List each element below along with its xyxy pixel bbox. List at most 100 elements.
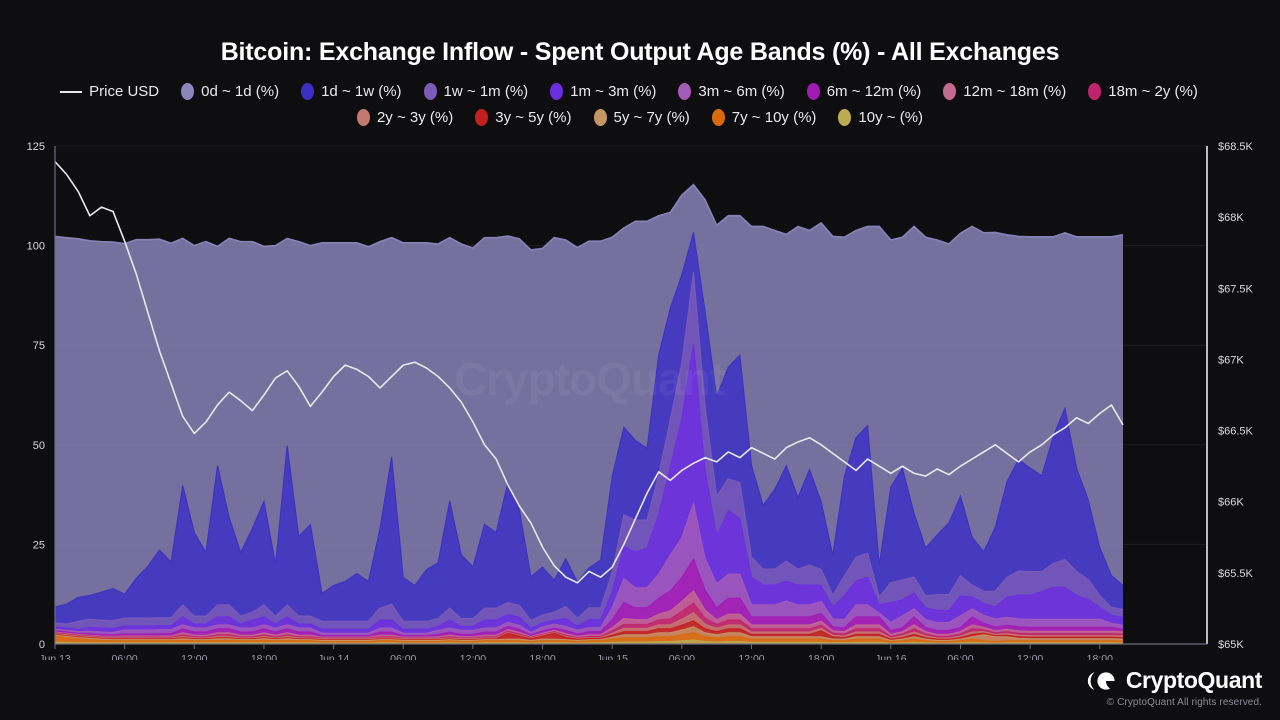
x-axis-tick-label: 12:00 <box>1017 653 1043 660</box>
legend-color-swatch <box>550 83 564 100</box>
x-axis-tick-label: 06:00 <box>112 653 138 660</box>
x-axis-tick-label: Jun 14 <box>318 653 350 660</box>
legend-item-label: 12m ~ 18m (%) <box>963 83 1067 100</box>
legend-item-3m-6m[interactable]: 3m ~ 6m (%) <box>678 80 785 103</box>
legend-item-10y[interactable]: 10y ~ (%) <box>838 106 923 129</box>
legend-item-label: 3y ~ 5y (%) <box>495 109 572 126</box>
legend-item-label: 0d ~ 1d (%) <box>201 83 280 100</box>
area-top-line <box>54 602 1124 639</box>
legend-item-label: 1m ~ 3m (%) <box>570 83 657 100</box>
y-axis-left-tick-label: 75 <box>33 340 45 352</box>
stacked-area-chart[interactable]: CryptoQuant 0 25 50 75 100 125 $65K $65.5K $66K $6… <box>0 140 1280 660</box>
x-axis-tick-label: 18:00 <box>529 653 555 660</box>
area-1d-1w- <box>55 232 1123 644</box>
watermark-text: CryptoQuant <box>454 353 725 405</box>
x-axis-tick-label: 12:00 <box>738 653 764 660</box>
y-axis-right-tick-label: $67K <box>1218 354 1244 366</box>
area-series-group <box>54 183 1124 644</box>
chart-plot-area: CryptoQuant 0 25 50 75 100 125 $65K $65.5K $66K $6… <box>0 140 1280 660</box>
y-axis-left-tick-label: 125 <box>27 141 45 153</box>
y-axis-right-tick-label: $65K <box>1218 639 1244 651</box>
legend-color-swatch <box>593 109 607 126</box>
area-top-line <box>54 557 1124 637</box>
area-top-line <box>54 590 1124 638</box>
copyright-text: © CryptoQuant All rights reserved. <box>1106 697 1262 708</box>
x-axis-tick-label: 06:00 <box>947 653 973 660</box>
area-top-line <box>54 620 1124 641</box>
x-axis-tick-label: 18:00 <box>1087 653 1113 660</box>
chart-legend: Price USD 0d ~ 1d (%) 1d ~ 1w (%) 1w ~ 1m (… <box>0 80 1280 129</box>
y-axis-right-tick-label: $68.5K <box>1218 141 1254 153</box>
legend-item-0d-1d[interactable]: 0d ~ 1d (%) <box>181 80 279 103</box>
cryptoquant-logo-icon <box>1087 671 1116 690</box>
y-axis-left-tick-label: 25 <box>33 539 45 551</box>
legend-color-swatch <box>1088 83 1102 100</box>
legend-item-price-usd[interactable]: Price USD <box>60 80 159 103</box>
legend-item-3y-5y[interactable]: 3y ~ 5y (%) <box>475 106 572 129</box>
y-axis-right-tick-label: $68K <box>1218 212 1244 224</box>
legend-item-label: 6m ~ 12m (%) <box>826 83 922 100</box>
legend-item-label: 1w ~ 1m (%) <box>443 83 529 100</box>
area-top-line <box>54 501 1124 634</box>
legend-item-label: 1d ~ 1w (%) <box>321 83 402 100</box>
legend-item-label: 7y ~ 10y (%) <box>731 109 817 126</box>
legend-color-swatch <box>678 83 692 100</box>
legend-item-7y-10y[interactable]: 7y ~ 10y (%) <box>711 106 817 129</box>
legend-item-2y-3y[interactable]: 2y ~ 3y (%) <box>356 106 454 129</box>
area-top-line <box>54 626 1124 641</box>
legend-item-1d-1w[interactable]: 1d ~ 1w (%) <box>301 80 402 103</box>
brand-name: CryptoQuant <box>1125 667 1263 693</box>
area-7y-10y- <box>55 632 1123 644</box>
legend-item-5y-7y[interactable]: 5y ~ 7y (%) <box>593 106 690 129</box>
legend-item-12m-18m[interactable]: 12m ~ 18m (%) <box>943 80 1066 103</box>
x-axis-tick-label: 06:00 <box>390 653 416 660</box>
x-axis-tick-label: 12:00 <box>460 653 486 660</box>
area-top-line <box>54 272 1124 625</box>
legend-color-swatch <box>806 83 820 100</box>
legend-color-swatch <box>475 109 489 126</box>
area-top-line <box>54 343 1124 630</box>
area-top-line <box>55 639 1124 644</box>
legend-item-6m-12m[interactable]: 6m ~ 12m (%) <box>806 80 922 103</box>
y-axis-right-tick-label: $67.5K <box>1218 283 1254 295</box>
x-axis-tick-label: 18:00 <box>251 653 277 660</box>
area-top-line <box>54 612 1124 640</box>
legend-color-swatch <box>181 83 195 100</box>
legend-item-label: 2y ~ 3y (%) <box>376 109 454 126</box>
area-1m-3m- <box>55 344 1123 644</box>
y-axis-left-tick-label: 0 <box>39 639 45 651</box>
x-axis-tick-label: Jun 16 <box>875 653 907 660</box>
footer-branding: CryptoQuant © CryptoQuant All rights res… <box>1087 667 1262 708</box>
area-6m-12m- <box>55 559 1123 644</box>
area-10y- <box>55 640 1123 644</box>
x-axis-tick-label: 18:00 <box>808 653 834 660</box>
legend-color-swatch <box>838 109 852 126</box>
area-top-line <box>54 183 1124 251</box>
legend-color-swatch <box>711 109 725 126</box>
legend-item-1w-1m[interactable]: 1w ~ 1m (%) <box>423 80 529 103</box>
x-axis-tick-label: 12:00 <box>181 653 207 660</box>
legend-color-swatch <box>356 109 370 126</box>
x-axis-tick-label: Jun 15 <box>596 653 628 660</box>
price-line-series <box>54 161 1124 584</box>
area-top-line <box>54 232 1124 608</box>
y-axis-left-tick-label: 100 <box>27 241 45 253</box>
area-top-line <box>54 632 1124 643</box>
y-axis-right-tick-label: $65.5K <box>1218 568 1254 580</box>
legend-item-label: 10y ~ (%) <box>858 109 924 126</box>
page-title: Bitcoin: Exchange Inflow - Spent Output … <box>220 38 1060 66</box>
y-axis-right-tick-label: $66K <box>1218 497 1244 509</box>
legend-line-marker <box>60 90 83 93</box>
legend-item-1m-3m[interactable]: 1m ~ 3m (%) <box>550 80 656 103</box>
legend-color-swatch <box>301 83 315 100</box>
legend-item-label: 18m ~ 2y (%) <box>1108 83 1198 100</box>
legend-item-18m-2y[interactable]: 18m ~ 2y (%) <box>1088 80 1198 103</box>
legend-color-swatch <box>423 83 437 100</box>
area-3m-6m- <box>55 503 1123 644</box>
y-axis-right-tick-label: $66.5K <box>1218 426 1254 438</box>
legend-item-label: 5y ~ 7y (%) <box>613 109 690 126</box>
legend-item-label: 3m ~ 6m (%) <box>698 83 785 100</box>
x-axis-tick-label: Jun 13 <box>39 653 71 660</box>
legend-item-label: Price USD <box>89 83 160 100</box>
legend-color-swatch <box>943 83 957 100</box>
